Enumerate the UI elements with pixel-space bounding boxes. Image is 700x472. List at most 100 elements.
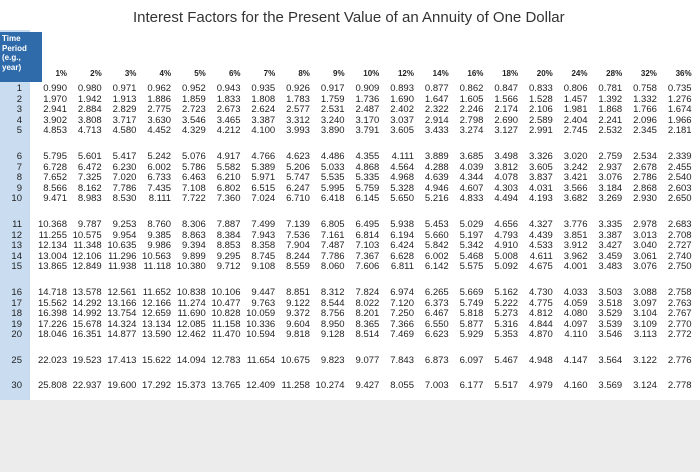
rate-header: 2% — [90, 69, 102, 78]
factor: 6.230 — [112, 161, 137, 173]
factor: 17.413 — [107, 355, 137, 366]
factor: 1.966 — [667, 114, 692, 126]
factor: 5.328 — [390, 182, 414, 194]
factor: 6.002 — [147, 161, 172, 173]
factor: 0.980 — [77, 83, 102, 94]
factor: 5.995 — [320, 182, 345, 194]
factor: 2.778 — [667, 379, 692, 391]
factor: 5.335 — [355, 172, 380, 183]
factor: 7.536 — [286, 229, 310, 241]
factor: 2.540 — [667, 172, 692, 183]
factor: 11.118 — [143, 261, 172, 272]
factor: 15.373 — [176, 379, 206, 391]
factor: 5.273 — [494, 308, 519, 319]
factor: 5.342 — [459, 240, 484, 251]
factor: 10.106 — [211, 287, 241, 298]
factor: 11.255 — [38, 229, 67, 241]
factor: 3.962 — [563, 250, 588, 262]
factor: 2.767 — [667, 308, 692, 319]
factor: 4.910 — [494, 240, 519, 251]
factor: 3.421 — [563, 172, 588, 183]
factor: 10.059 — [246, 308, 276, 319]
factor: 3.127 — [494, 125, 519, 136]
factor: 5.029 — [459, 219, 484, 230]
factor: 3.274 — [459, 125, 484, 136]
factor: 2.763 — [667, 297, 692, 309]
factor: 8.863 — [182, 229, 206, 241]
factor: 3.465 — [216, 114, 241, 126]
factor: 2.534 — [633, 151, 657, 162]
factor: 6.628 — [390, 250, 414, 262]
factor: 2.531 — [320, 104, 345, 115]
factor: 14.324 — [107, 318, 137, 330]
factor: 8.851 — [286, 287, 310, 298]
factor: 10.274 — [315, 379, 345, 391]
factor: 12.659 — [142, 308, 172, 319]
factor: 6.550 — [424, 318, 449, 330]
factor: 3.498 — [494, 151, 519, 162]
period: 16 — [11, 287, 22, 298]
rate-header: 28% — [606, 69, 623, 78]
factor: 8.365 — [355, 318, 380, 330]
factor: 2.727 — [667, 240, 692, 251]
factor: 2.884 — [77, 104, 102, 115]
period: 30 — [11, 379, 22, 391]
factor: 8.022 — [355, 297, 380, 309]
factor: 4.059 — [563, 297, 588, 309]
factor: 1.392 — [598, 93, 623, 105]
factor: 5.206 — [286, 161, 310, 173]
factor: 3.776 — [563, 219, 588, 230]
factor: 2.455 — [667, 161, 692, 173]
factor: 10.575 — [72, 229, 102, 241]
factor: 3.427 — [598, 240, 623, 251]
factor: 8.530 — [112, 193, 137, 204]
factor: 1.981 — [563, 104, 588, 115]
factor: 3.808 — [77, 114, 102, 126]
factor: 6.733 — [147, 172, 172, 183]
factor: 5.971 — [251, 172, 276, 183]
factor: 13.765 — [211, 379, 241, 391]
factor: 6.472 — [77, 161, 102, 173]
factor: 0.758 — [633, 83, 657, 94]
factor: 5.242 — [147, 151, 172, 162]
factor: 4.329 — [182, 125, 206, 136]
period: 1 — [16, 83, 22, 94]
factor: 1.859 — [182, 93, 206, 105]
factor: 9.763 — [251, 297, 276, 309]
factor: 4.212 — [216, 125, 241, 136]
title: Interest Factors for the Present Value o… — [133, 9, 565, 26]
factor: 5.660 — [424, 229, 449, 241]
rate-header: 6% — [228, 69, 241, 78]
factor: 5.216 — [424, 193, 449, 204]
factor: 4.948 — [529, 355, 553, 366]
factor: 7.161 — [320, 229, 345, 241]
rate-header: 20% — [536, 69, 553, 78]
factor: 3.529 — [598, 308, 623, 319]
factor: 5.008 — [494, 250, 519, 262]
factor: 7.325 — [77, 172, 102, 183]
factor: 3.546 — [182, 114, 206, 126]
factor: 5.747 — [286, 172, 310, 183]
factor: 3.630 — [147, 114, 172, 126]
factor: 3.076 — [598, 172, 623, 183]
factor: 6.265 — [424, 287, 449, 298]
period: 8 — [16, 172, 22, 183]
factor: 7.120 — [390, 297, 414, 309]
factor: 4.097 — [563, 318, 588, 330]
factor: 13.134 — [142, 318, 172, 330]
factor: 2.678 — [633, 161, 657, 173]
rate-header: 3% — [124, 69, 137, 78]
factor: 8.559 — [286, 261, 310, 272]
factor: 4.564 — [390, 161, 414, 173]
factor: 10.336 — [246, 318, 276, 330]
factor: 11.470 — [212, 329, 241, 340]
factor: 10.828 — [211, 308, 241, 319]
factor: 3.113 — [633, 329, 657, 340]
factor: 4.303 — [494, 182, 519, 194]
factor: 4.033 — [563, 287, 588, 298]
factor: 3.170 — [355, 114, 380, 126]
factor: 3.459 — [598, 250, 623, 262]
factor: 2.402 — [390, 104, 414, 115]
period: 9 — [16, 182, 22, 194]
factor: 6.873 — [424, 355, 449, 366]
